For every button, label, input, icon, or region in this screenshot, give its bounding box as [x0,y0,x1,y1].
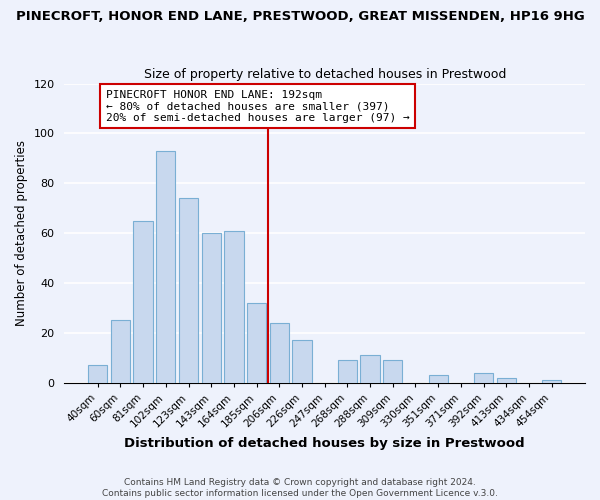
Bar [292,340,311,383]
Bar [542,380,562,383]
Bar [497,378,516,383]
Bar [474,373,493,383]
Bar [247,303,266,383]
Bar [133,220,153,383]
Bar [88,366,107,383]
Y-axis label: Number of detached properties: Number of detached properties [15,140,28,326]
Bar [179,198,198,383]
X-axis label: Distribution of detached houses by size in Prestwood: Distribution of detached houses by size … [124,437,525,450]
Bar [383,360,403,383]
Text: PINECROFT, HONOR END LANE, PRESTWOOD, GREAT MISSENDEN, HP16 9HG: PINECROFT, HONOR END LANE, PRESTWOOD, GR… [16,10,584,23]
Bar [202,233,221,383]
Bar [111,320,130,383]
Title: Size of property relative to detached houses in Prestwood: Size of property relative to detached ho… [143,68,506,81]
Text: Contains HM Land Registry data © Crown copyright and database right 2024.
Contai: Contains HM Land Registry data © Crown c… [102,478,498,498]
Bar [361,356,380,383]
Bar [224,230,244,383]
Text: PINECROFT HONOR END LANE: 192sqm
← 80% of detached houses are smaller (397)
20% : PINECROFT HONOR END LANE: 192sqm ← 80% o… [106,90,410,122]
Bar [269,323,289,383]
Bar [156,151,175,383]
Bar [428,376,448,383]
Bar [338,360,357,383]
